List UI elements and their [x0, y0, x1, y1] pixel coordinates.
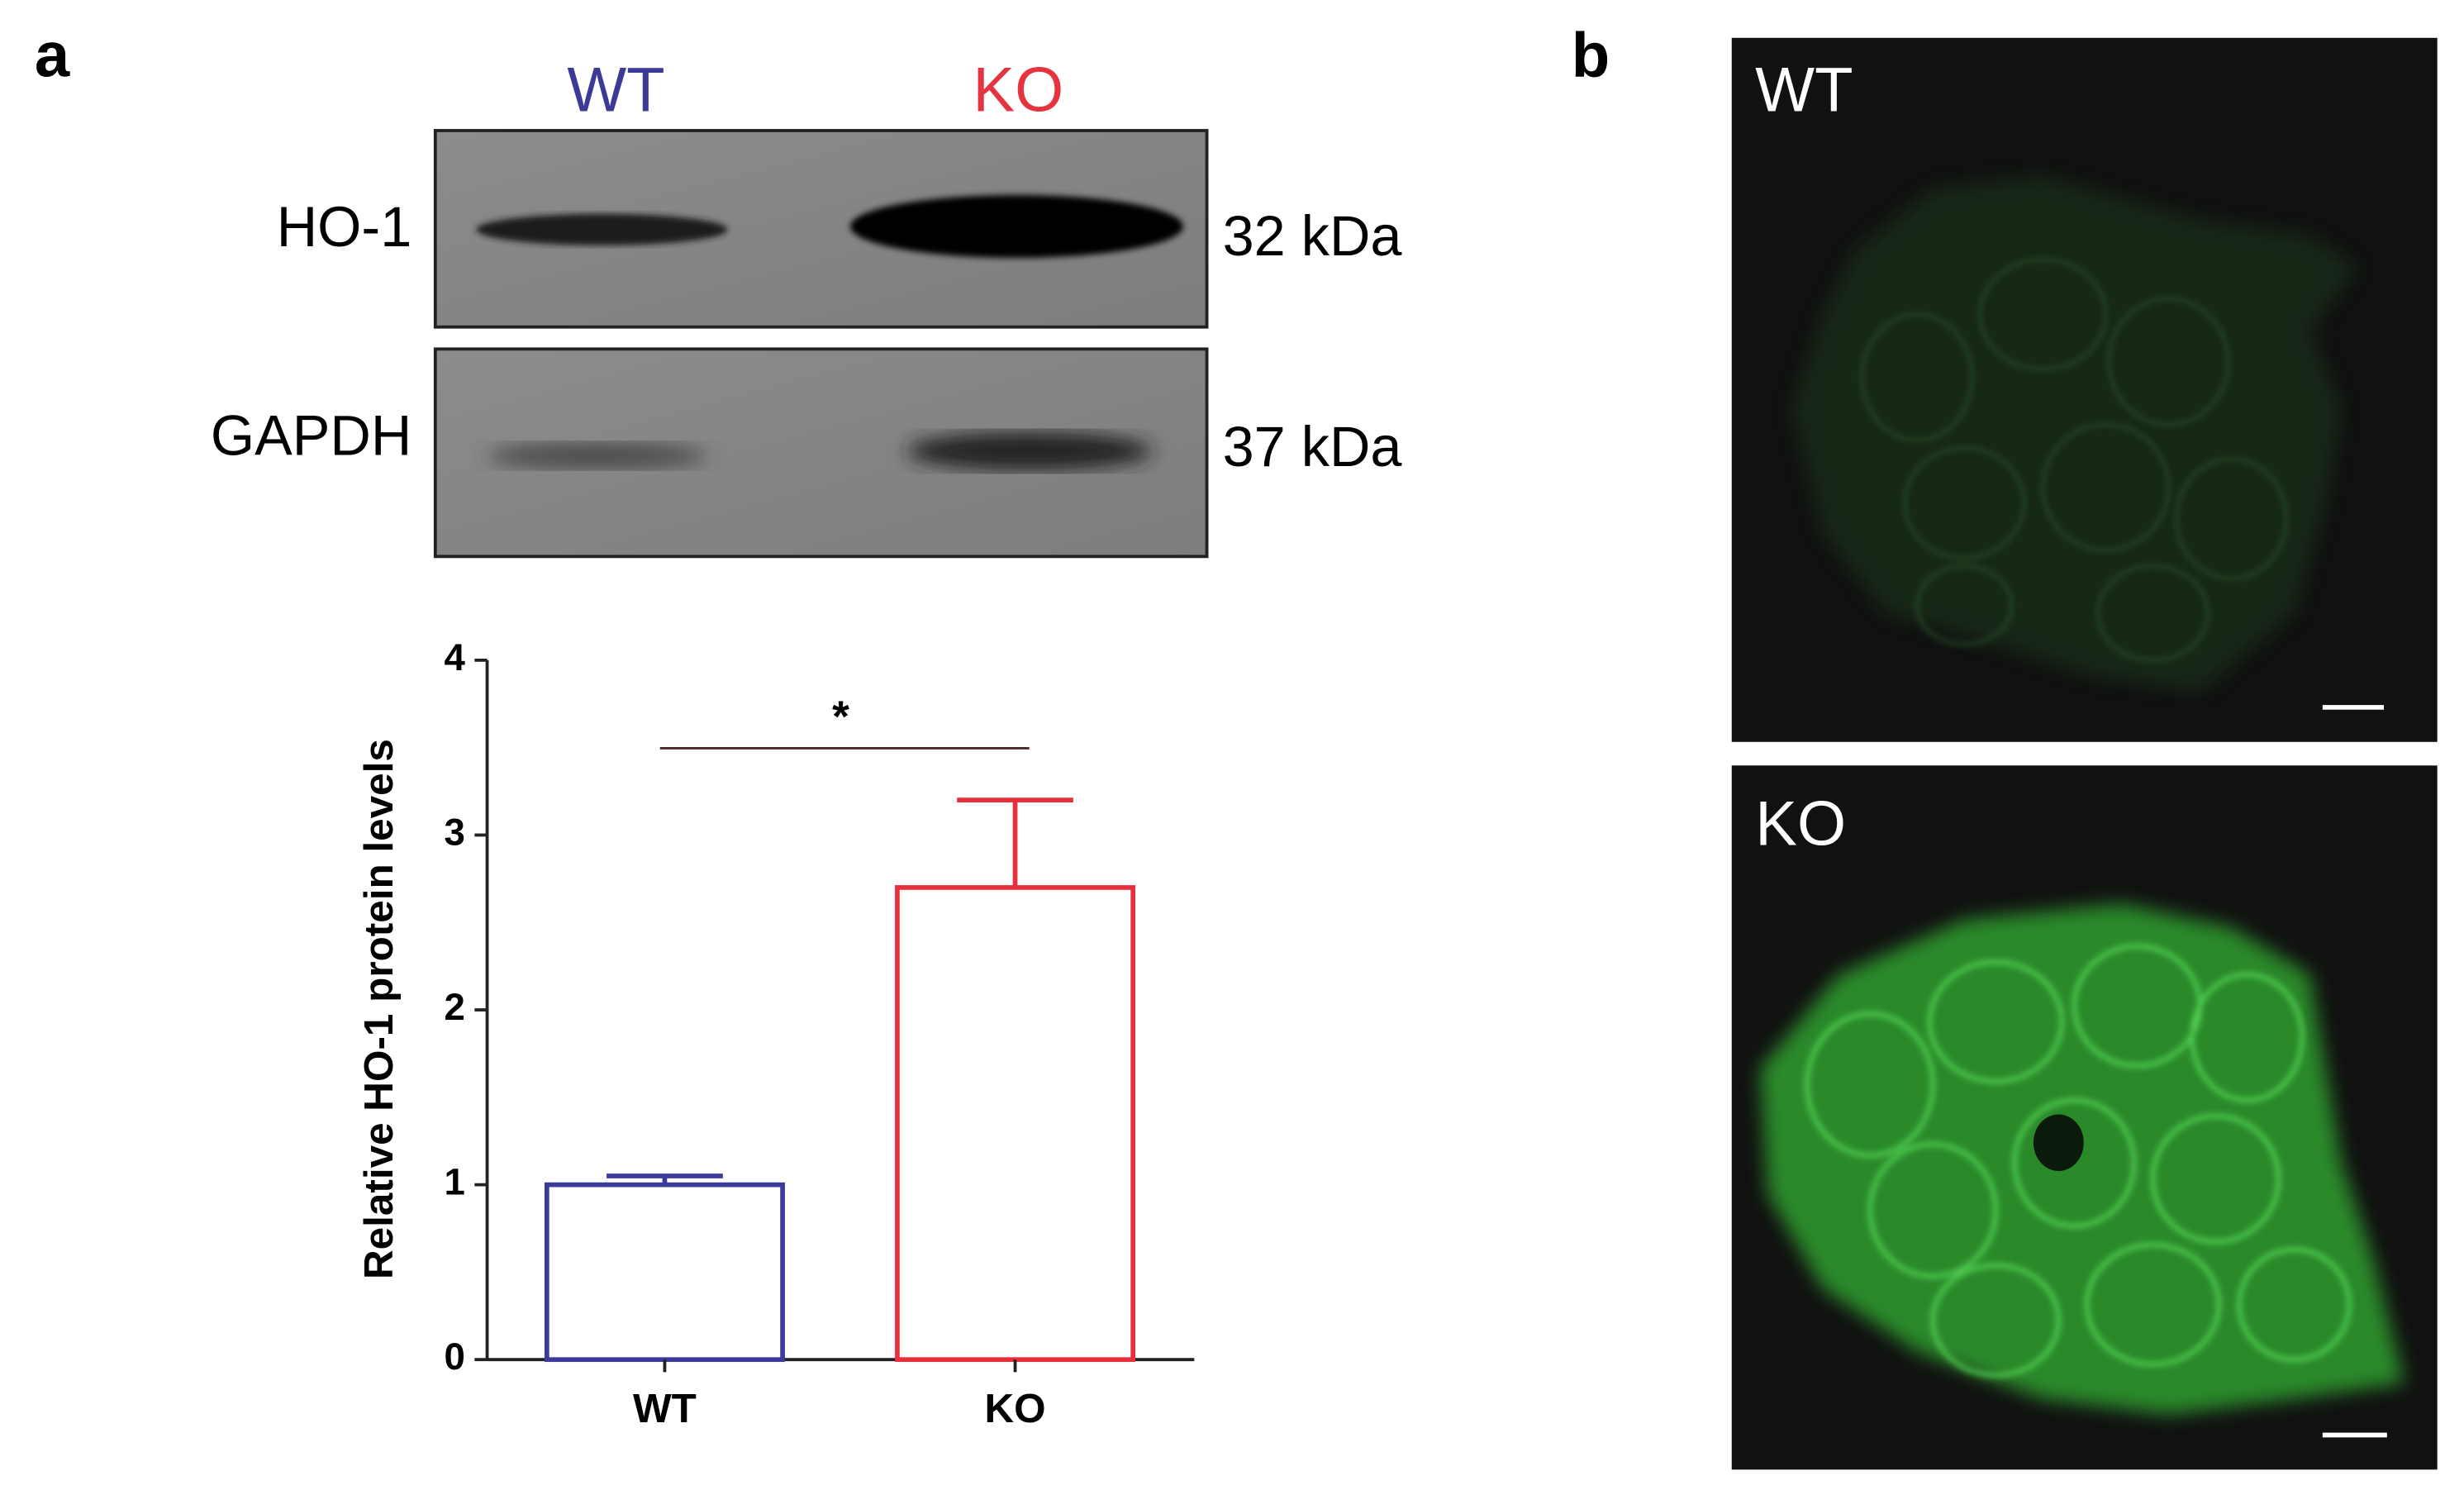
y-axis-label: Relative HO-1 protein levels	[356, 739, 402, 1279]
image-label: WT	[1755, 55, 1853, 125]
band-size: 37 kDa	[1223, 415, 1403, 478]
lane-label: KO	[973, 55, 1063, 125]
x-tick-label: KO	[984, 1386, 1045, 1431]
x-tick-label: WT	[633, 1386, 697, 1431]
y-tick-label: 3	[445, 812, 465, 854]
y-tick-label: 4	[445, 636, 466, 678]
bar	[544, 1182, 785, 1363]
band	[849, 194, 1184, 259]
stain	[1760, 903, 2405, 1415]
y-tick-label: 2	[445, 986, 465, 1028]
bar-chart: Relative HO-1 protein levels 0 1 2 3 4 WT KO *	[356, 636, 1195, 1431]
image-label: KO	[1755, 788, 1846, 859]
stain	[1791, 176, 2357, 692]
band	[476, 213, 728, 245]
bar	[895, 885, 1136, 1363]
band-size: 32 kDa	[1223, 204, 1403, 268]
band-name: GAPDH	[211, 404, 411, 468]
panel-label: a	[35, 21, 70, 91]
band-name: HO-1	[277, 195, 412, 259]
significance-label: *	[832, 693, 849, 741]
y-tick-label: 0	[445, 1335, 465, 1378]
band	[487, 443, 707, 469]
y-tick-label: 1	[445, 1161, 465, 1203]
band	[906, 432, 1153, 470]
lane-label: WT	[567, 55, 664, 125]
panel-label: b	[1572, 21, 1610, 91]
